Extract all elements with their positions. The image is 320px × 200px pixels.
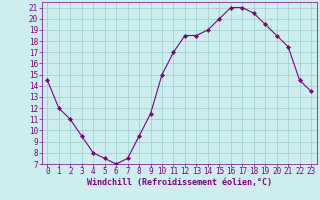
X-axis label: Windchill (Refroidissement éolien,°C): Windchill (Refroidissement éolien,°C) [87, 178, 272, 187]
